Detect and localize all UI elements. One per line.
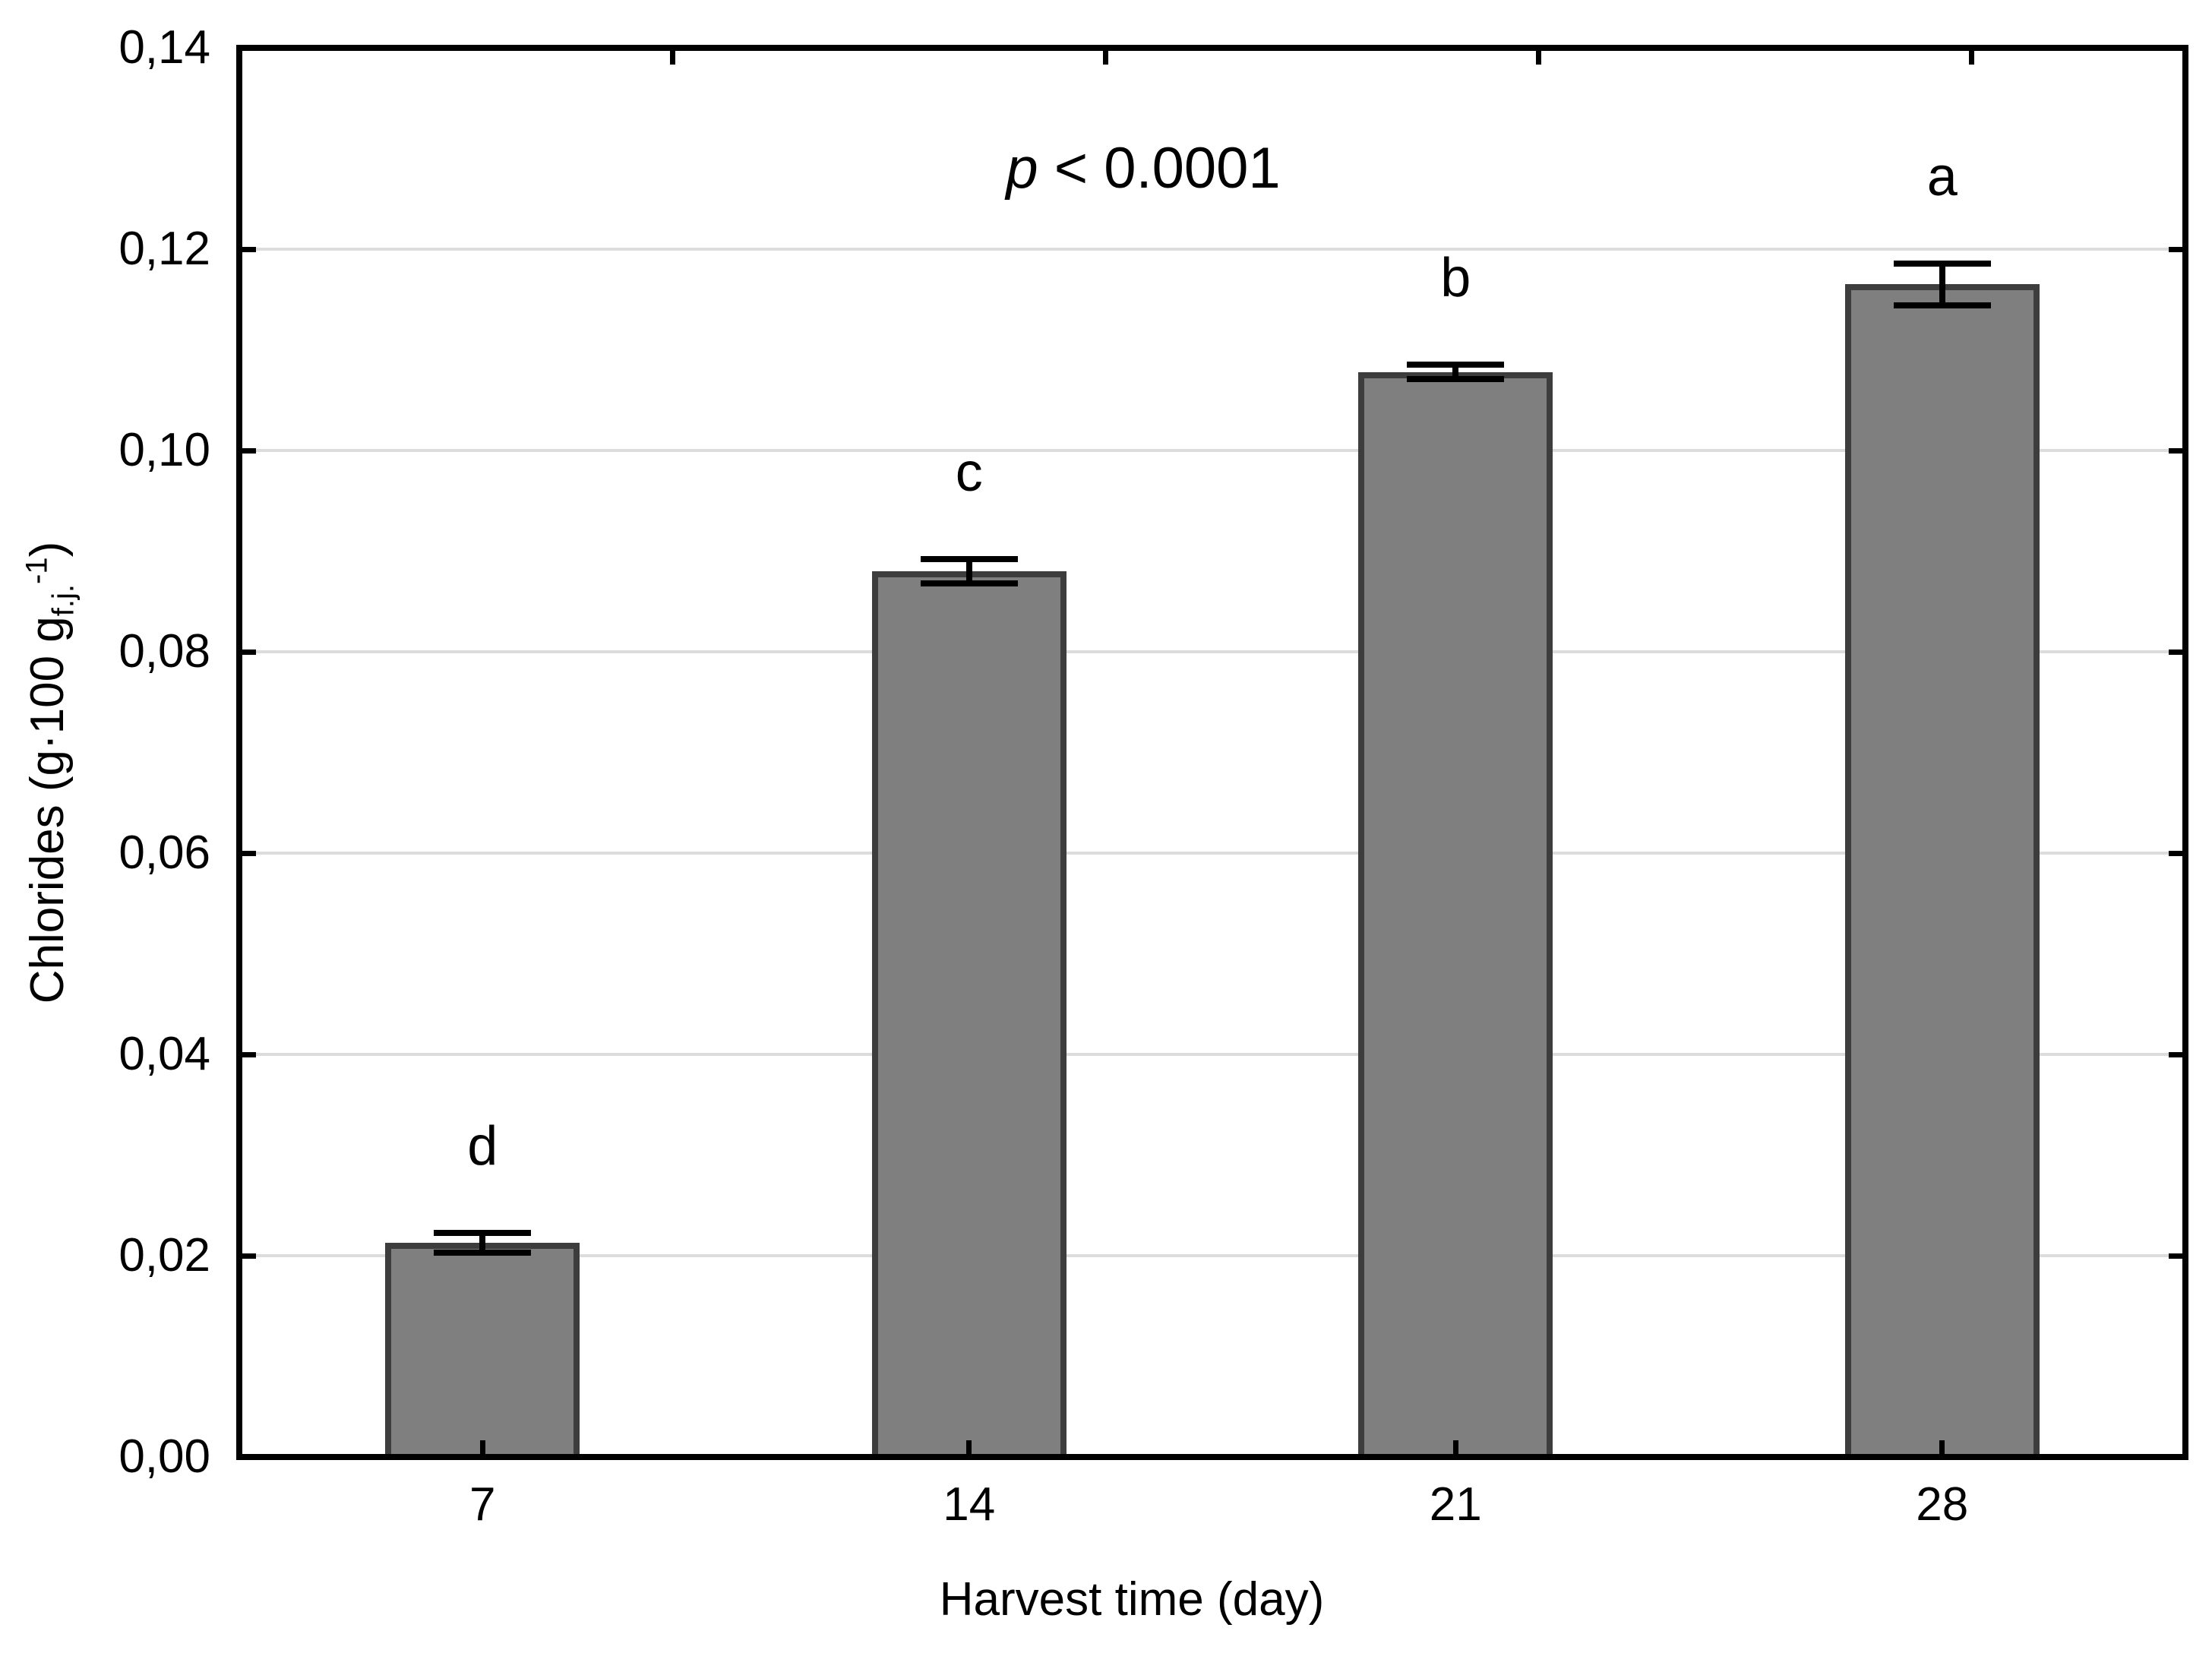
y-tick-label: 0,04 xyxy=(118,1028,210,1080)
gridline xyxy=(242,650,2182,653)
error-bar-cap-bottom xyxy=(1407,375,1505,382)
y-tick-label: 0,00 xyxy=(118,1430,210,1483)
x-axis-tick xyxy=(966,1440,972,1454)
plot-frame-right xyxy=(2182,45,2188,1460)
gridline xyxy=(242,1053,2182,1056)
x-axis-title: Harvest time (day) xyxy=(939,1573,1325,1626)
y-axis-tick-left xyxy=(242,1051,256,1057)
error-bar-whisker xyxy=(1939,263,1945,306)
error-bar-whisker xyxy=(479,1232,486,1253)
y-axis-tick-right xyxy=(2169,447,2182,454)
error-bar-whisker xyxy=(965,559,972,583)
bar-day-7 xyxy=(385,1242,580,1454)
p-value-text: < 0.0001 xyxy=(1038,136,1281,201)
plot-frame-left xyxy=(236,45,242,1460)
y-axis-tick-right xyxy=(2169,1051,2182,1057)
y-axis-tick-right xyxy=(2169,246,2182,252)
p-value-annotation: p < 0.0001 xyxy=(1006,140,1280,198)
error-bar-cap-top xyxy=(434,1229,532,1236)
x-tick-label: 7 xyxy=(469,1478,496,1531)
top-axis-tick xyxy=(1102,51,1108,65)
y-tick-label: 0,02 xyxy=(118,1229,210,1282)
y-axis-tick-left xyxy=(242,246,256,252)
y-axis-tick-left xyxy=(242,649,256,655)
gridline xyxy=(242,248,2182,251)
y-tick-label: 0,06 xyxy=(118,826,210,879)
y-axis-tick-left xyxy=(242,850,256,856)
error-bar-cap-bottom xyxy=(1893,302,1991,309)
error-bar-cap-top xyxy=(1407,362,1505,368)
error-bar-cap-bottom xyxy=(920,580,1018,586)
plot-frame-top xyxy=(236,45,2188,51)
y-axis-tick-right xyxy=(2169,850,2182,856)
y-tick-label: 0,14 xyxy=(118,21,210,74)
y-axis-tick-right xyxy=(2169,1253,2182,1259)
top-axis-tick xyxy=(1535,51,1541,65)
gridline xyxy=(242,1254,2182,1257)
sig-letter-a: a xyxy=(1926,146,1958,207)
x-tick-label: 14 xyxy=(943,1478,996,1531)
sig-letter-c: c xyxy=(955,442,983,504)
error-bar-cap-bottom xyxy=(434,1250,532,1256)
x-tick-label: 28 xyxy=(1916,1478,1969,1531)
y-tick-label: 0,12 xyxy=(118,223,210,275)
gridline xyxy=(242,449,2182,452)
error-bar-whisker xyxy=(1452,365,1459,379)
x-tick-label: 21 xyxy=(1429,1478,1482,1531)
y-tick-label: 0,10 xyxy=(118,424,210,476)
x-axis-tick xyxy=(1939,1440,1945,1454)
p-value-symbol: p xyxy=(1006,136,1038,201)
y-axis-tick-left xyxy=(242,447,256,454)
x-axis-tick xyxy=(1452,1440,1458,1454)
sig-letter-d: d xyxy=(467,1115,498,1177)
bar-day-28 xyxy=(1844,284,2040,1454)
y-axis-tick-right xyxy=(2169,649,2182,655)
y-axis-tick-left xyxy=(242,1253,256,1259)
bar-day-14 xyxy=(871,571,1066,1454)
top-axis-tick xyxy=(1968,51,1974,65)
error-bar-cap-top xyxy=(1893,260,1991,267)
plot-frame-bottom xyxy=(236,1454,2188,1460)
top-axis-tick xyxy=(669,51,675,65)
gridline xyxy=(242,852,2182,855)
bar-day-21 xyxy=(1358,371,1553,1454)
x-axis-tick xyxy=(479,1440,485,1454)
y-tick-label: 0,08 xyxy=(118,625,210,678)
error-bar-cap-top xyxy=(920,556,1018,563)
sig-letter-b: b xyxy=(1440,248,1471,309)
